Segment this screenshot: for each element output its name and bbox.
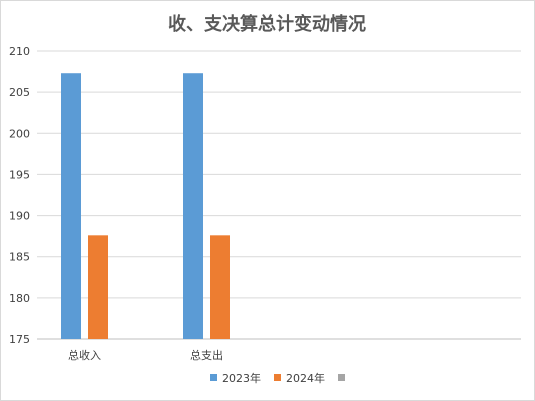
bars [61,73,230,340]
y-tick-label: 175 [9,333,30,346]
y-tick-label: 205 [9,86,30,99]
y-tick-label: 200 [9,127,30,140]
y-tick-label: 195 [9,168,30,181]
legend-label: 2023年 [222,371,261,385]
gridlines [37,50,521,340]
y-tick-label: 185 [9,251,30,264]
legend-swatch [274,374,281,381]
legend: 2023年 2024年 [210,371,345,385]
x-axis: 总收入 总支出 [68,348,223,362]
y-axis: 175 180 185 190 195 200 205 210 [9,45,30,346]
y-tick-label: 190 [9,210,30,223]
bar [88,235,108,339]
chart-title: 收、支决算总计变动情况 [168,13,366,35]
legend-swatch [210,374,217,381]
bar [183,73,203,340]
legend-swatch [338,374,345,381]
y-tick-label: 180 [9,292,30,305]
bar [210,235,230,339]
x-category-label: 总支出 [190,348,223,362]
legend-label: 2024年 [286,371,325,385]
y-tick-label: 210 [9,45,30,58]
bar [61,73,81,340]
x-category-label: 总收入 [68,348,101,362]
